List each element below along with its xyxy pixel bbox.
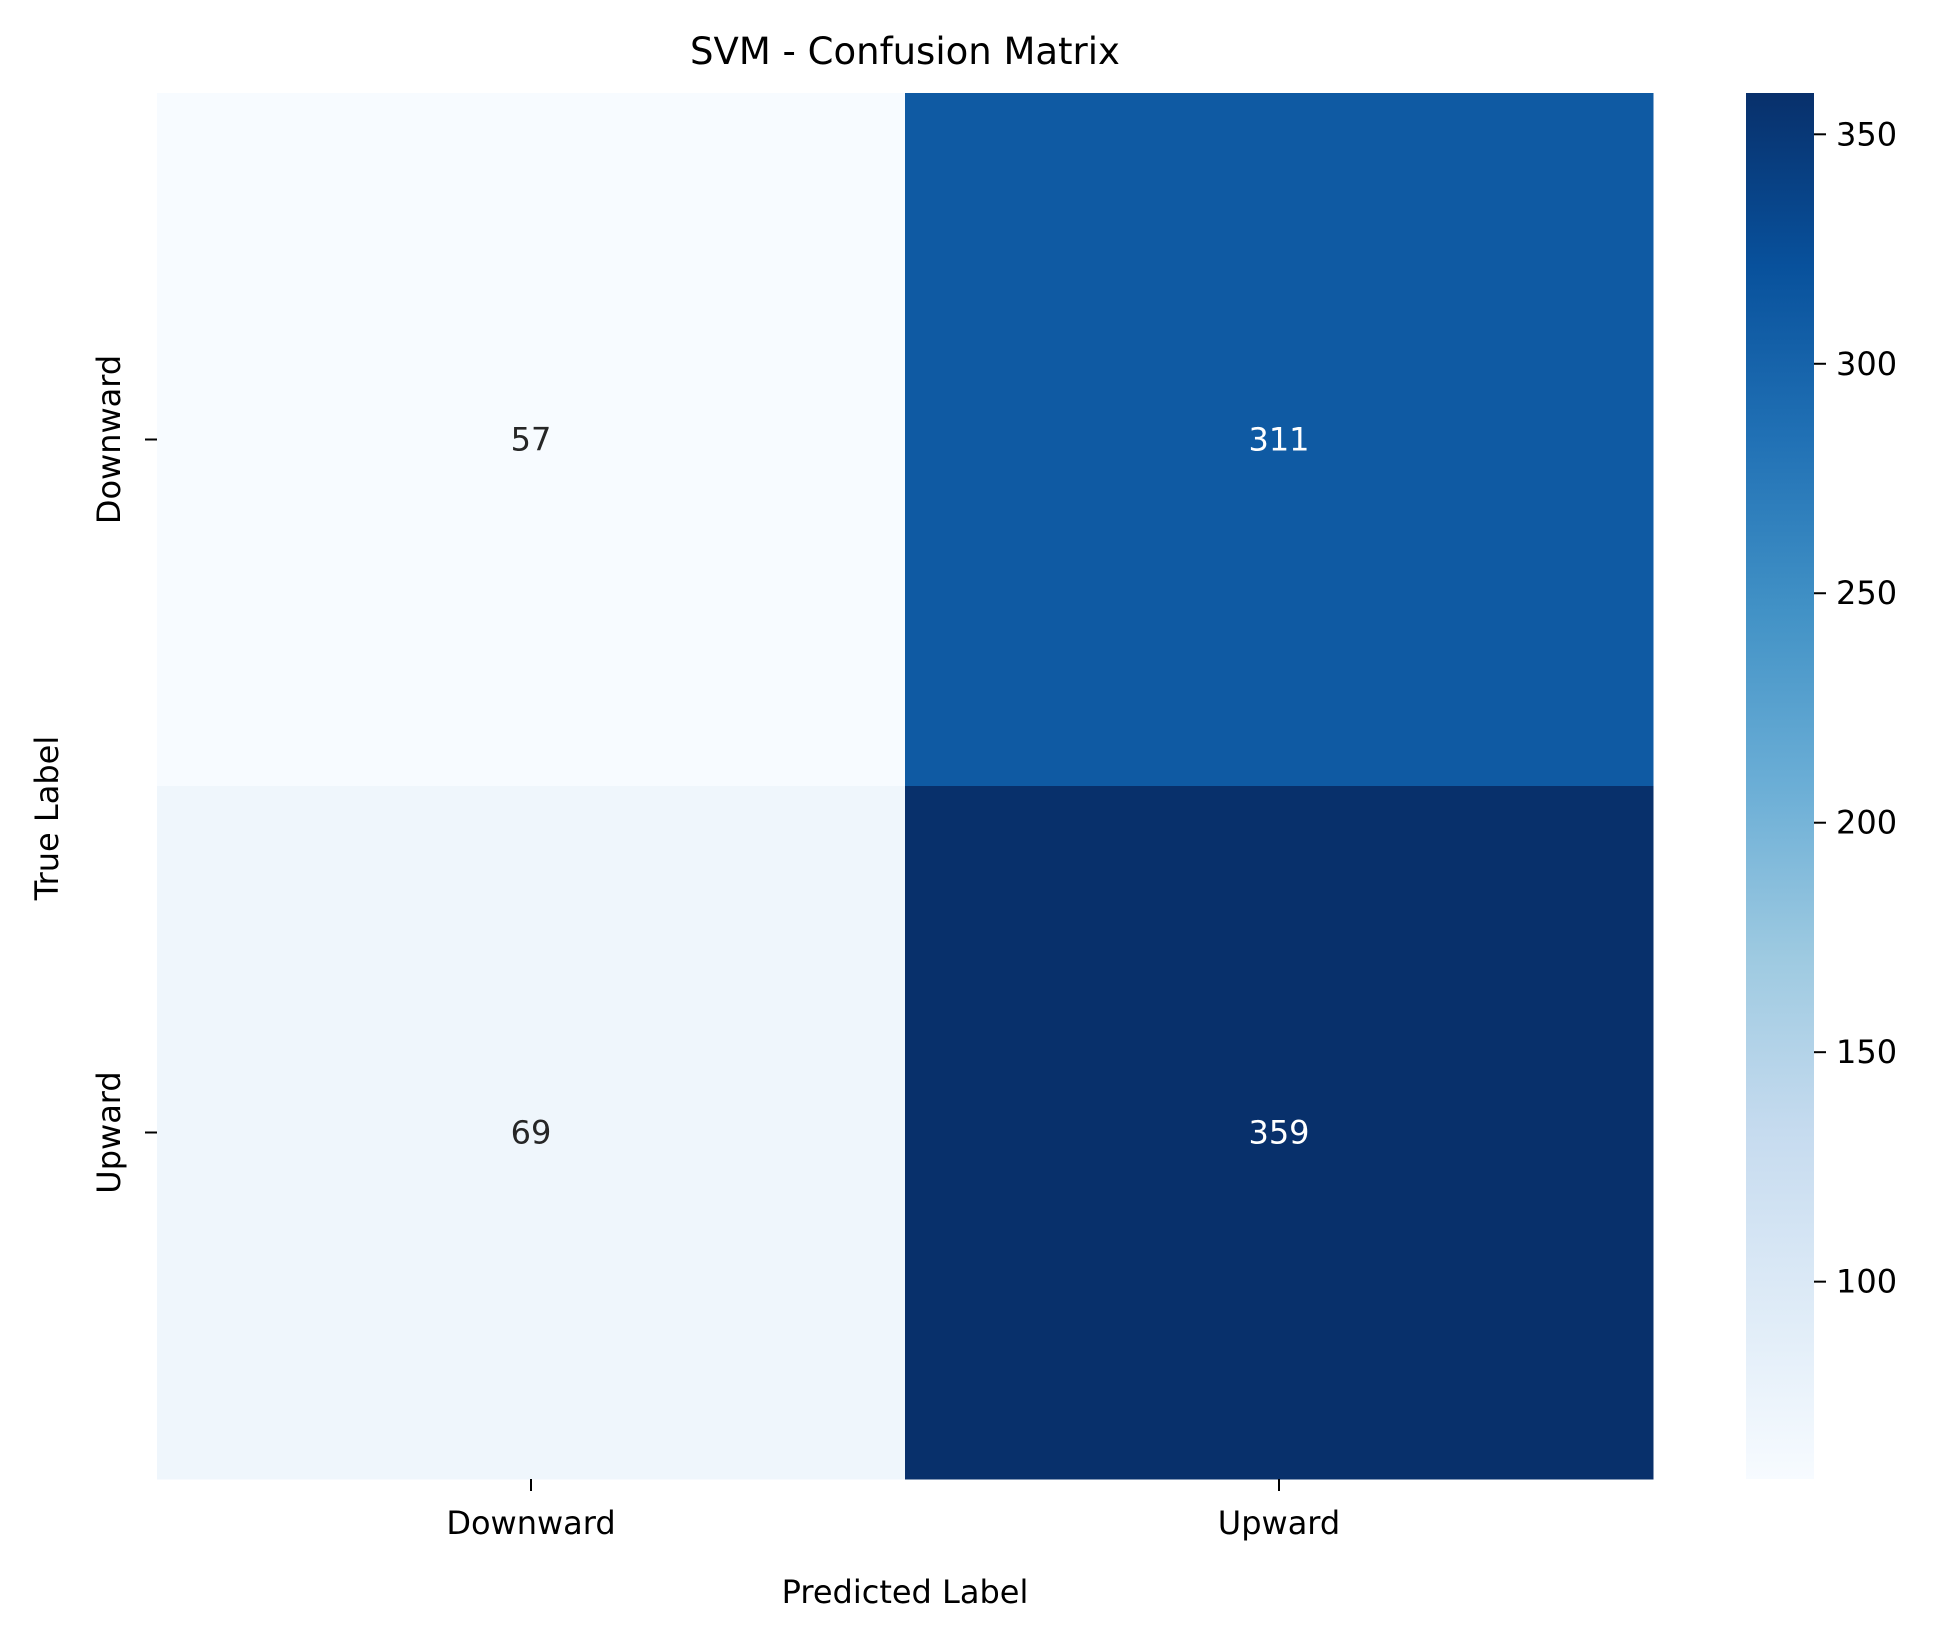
axes: Downward Upward Downward Upward bbox=[90, 355, 1340, 1542]
cell-value-label: 57 bbox=[511, 421, 552, 459]
colorbar bbox=[1746, 93, 1814, 1479]
colorbar-tick-label: 250 bbox=[1836, 574, 1897, 612]
heatmap-cell bbox=[905, 93, 1654, 787]
x-tick-label: Downward bbox=[446, 1504, 615, 1542]
y-tick-label: Upward bbox=[90, 1071, 128, 1193]
heatmap-cell bbox=[157, 786, 906, 1480]
y-tick-label: Downward bbox=[90, 355, 128, 524]
heatmap-cell bbox=[905, 786, 1654, 1480]
heatmap-cells bbox=[157, 93, 1654, 1480]
colorbar-tick-label: 150 bbox=[1836, 1033, 1897, 1071]
colorbar-tick-label: 200 bbox=[1836, 804, 1897, 842]
cell-value-label: 69 bbox=[511, 1114, 552, 1152]
x-tick-label: Upward bbox=[1218, 1504, 1340, 1542]
y-axis-label: True Label bbox=[28, 736, 66, 901]
x-axis-label: Predicted Label bbox=[782, 1573, 1029, 1611]
heatmap-cell-labels: 57 311 69 359 bbox=[511, 421, 1310, 1152]
heatmap-cell bbox=[157, 93, 906, 787]
colorbar-tick-label: 300 bbox=[1836, 345, 1897, 383]
colorbar-tick-label: 100 bbox=[1836, 1263, 1897, 1301]
chart-title: SVM - Confusion Matrix bbox=[690, 30, 1120, 73]
cell-value-label: 311 bbox=[1248, 421, 1309, 459]
colorbar-tick-label: 350 bbox=[1836, 115, 1897, 153]
cell-value-label: 359 bbox=[1248, 1114, 1309, 1152]
colorbar-ticks: 100 150 200 250 300 350 bbox=[1814, 115, 1897, 1301]
